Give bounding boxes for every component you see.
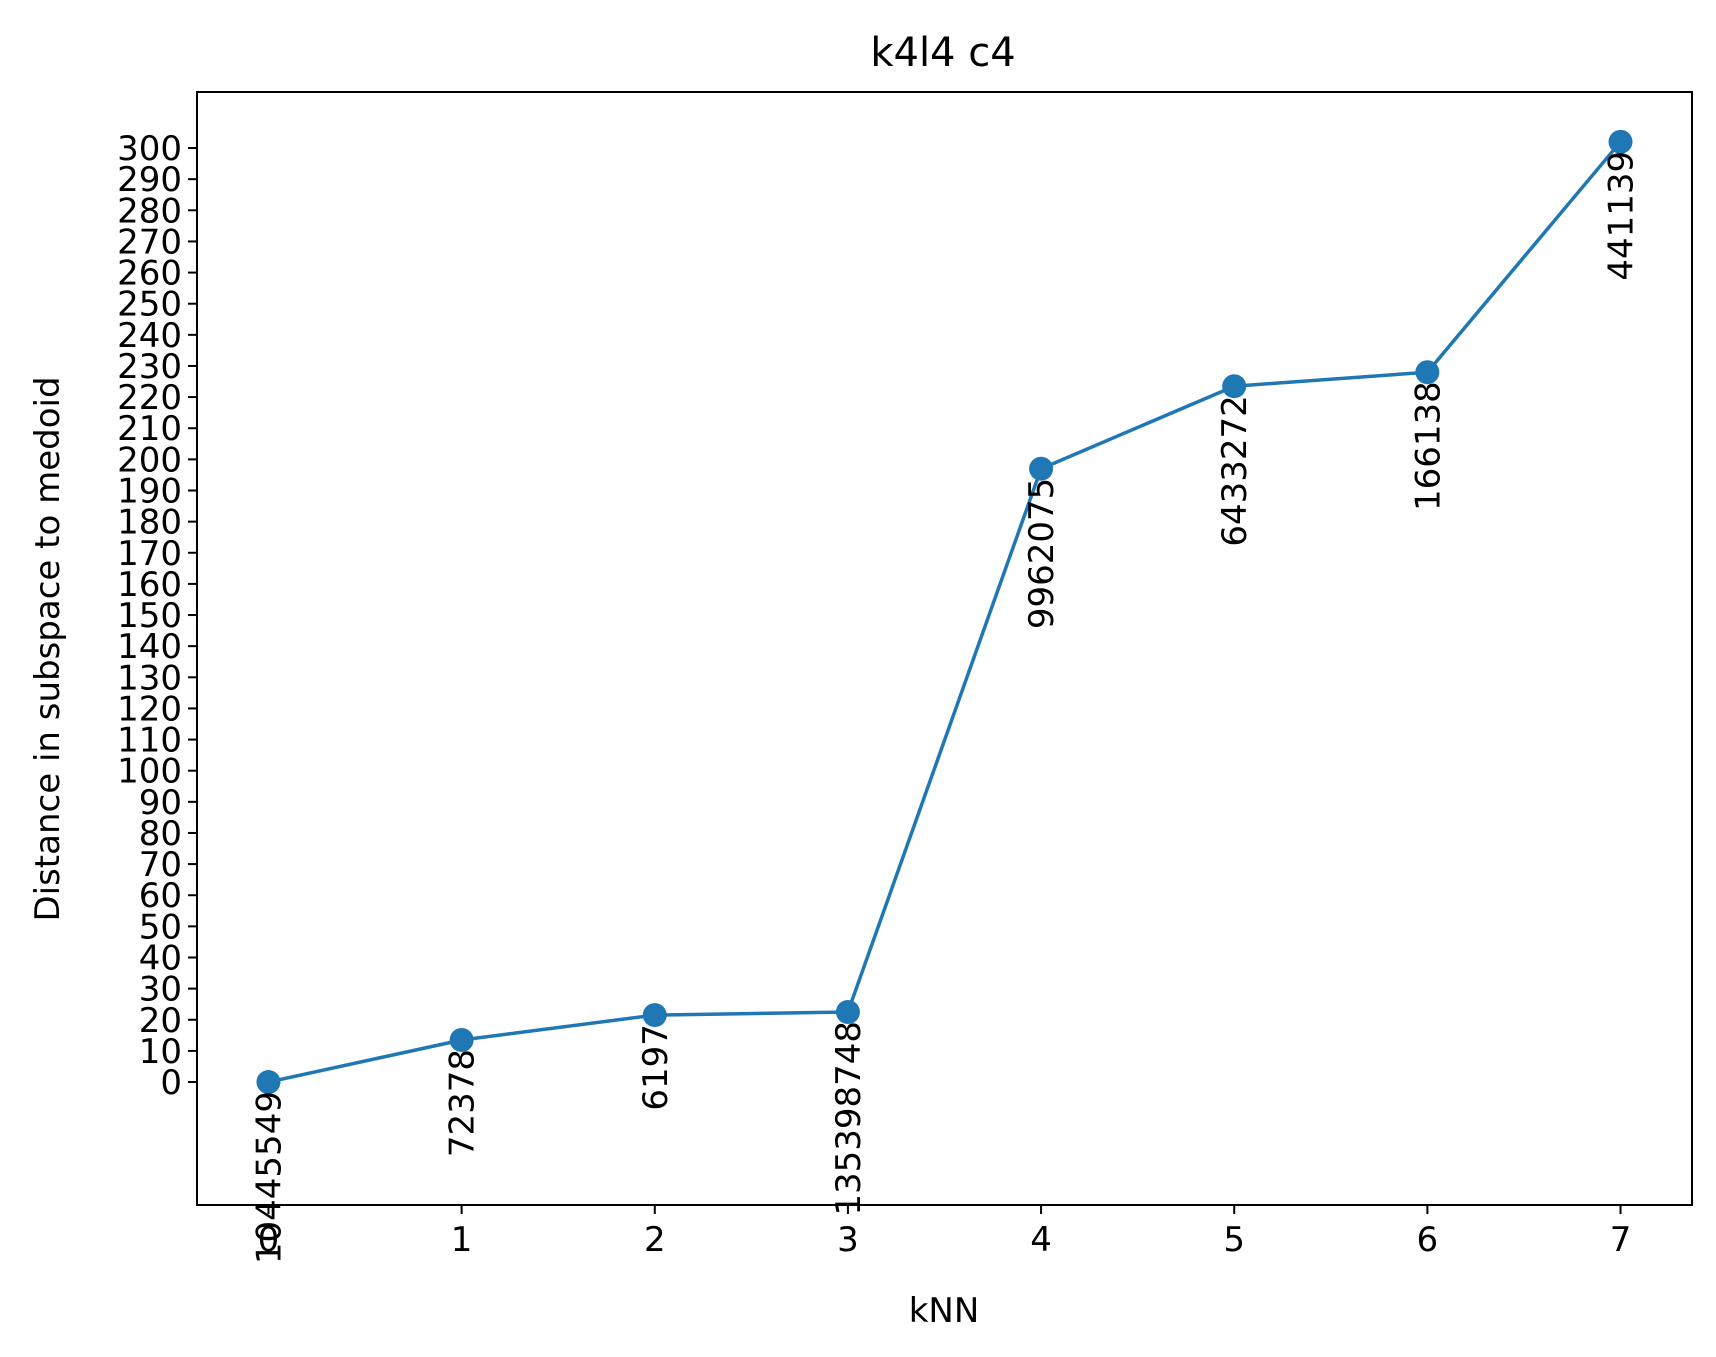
y-tick-label: 270 — [117, 222, 182, 262]
y-tick-label: 0 — [160, 1063, 182, 1103]
y-tick-label: 30 — [139, 970, 182, 1010]
y-tick-label: 190 — [117, 472, 182, 512]
point-label: 9962075 — [1022, 478, 1062, 629]
data-point — [256, 1070, 281, 1095]
y-tick-label: 60 — [139, 876, 182, 916]
y-tick-label: 170 — [117, 534, 182, 574]
y-tick-label: 20 — [139, 1001, 182, 1041]
x-tick-label: 7 — [1610, 1220, 1632, 1260]
y-tick-label: 140 — [117, 627, 182, 667]
y-tick-label: 280 — [117, 191, 182, 231]
x-tick-label: 1 — [451, 1220, 473, 1260]
point-label: 10445549 — [249, 1091, 289, 1264]
y-tick-label: 150 — [117, 596, 182, 636]
x-tick-label: 0 — [258, 1220, 280, 1260]
y-axis: 0102030405060708090100110120130140150160… — [117, 129, 197, 1103]
data-point — [1029, 456, 1054, 481]
y-tick-label: 220 — [117, 378, 182, 418]
x-tick-label: 3 — [837, 1220, 859, 1260]
x-tick-label: 4 — [1030, 1220, 1052, 1260]
y-tick-label: 50 — [139, 907, 182, 947]
data-series: 10445549 72378 6197 135398748 9962075 6433272… — [249, 129, 1642, 1264]
y-tick-label: 160 — [117, 565, 182, 605]
y-tick-label: 250 — [117, 285, 182, 325]
y-tick-label: 40 — [139, 938, 182, 978]
y-tick-label: 120 — [117, 689, 182, 729]
y-tick-label: 130 — [117, 658, 182, 698]
y-tick-label: 70 — [139, 845, 182, 885]
point-label: 135398748 — [829, 1021, 869, 1216]
chart-title: k4l4 c4 — [870, 30, 1015, 76]
y-tick-label: 110 — [117, 721, 182, 761]
point-label: 72378 — [443, 1049, 483, 1157]
y-tick-label: 290 — [117, 160, 182, 200]
y-tick-label: 80 — [139, 814, 182, 854]
x-tick-label: 6 — [1417, 1220, 1439, 1260]
plot-frame — [196, 91, 1693, 1206]
y-tick-label: 210 — [117, 409, 182, 449]
y-tick-label: 240 — [117, 316, 182, 356]
y-tick-label: 230 — [117, 347, 182, 387]
x-tick-label: 2 — [644, 1220, 666, 1260]
point-label: 166138 — [1408, 381, 1448, 511]
data-point — [449, 1027, 474, 1052]
y-tick-label: 200 — [117, 440, 182, 480]
point-label: 6433272 — [1215, 395, 1255, 546]
x-axis-label: kNN — [909, 1291, 980, 1331]
data-point — [1608, 129, 1633, 154]
y-tick-label: 180 — [117, 503, 182, 543]
data-point — [835, 999, 860, 1024]
x-axis: 0 1 2 3 4 5 6 7 — [258, 1205, 1632, 1260]
point-label: 6197 — [636, 1024, 676, 1111]
y-axis-label: Distance in subspace to medoid — [28, 376, 68, 921]
y-tick-label: 260 — [117, 254, 182, 294]
series-line — [268, 140, 1622, 1084]
data-point — [1222, 374, 1247, 399]
x-tick-label: 5 — [1223, 1220, 1245, 1260]
y-tick-label: 90 — [139, 783, 182, 823]
point-label: 441139 — [1602, 151, 1642, 281]
y-tick-label: 300 — [117, 129, 182, 169]
y-tick-label: 100 — [117, 752, 182, 792]
data-point — [642, 1003, 667, 1028]
data-point — [1415, 360, 1440, 385]
y-tick-label: 10 — [139, 1032, 182, 1072]
